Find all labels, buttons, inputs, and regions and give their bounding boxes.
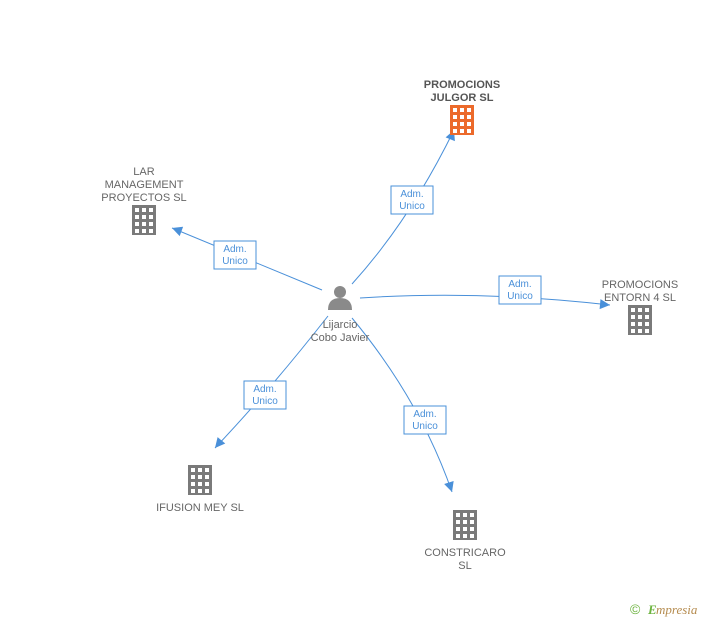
lar_management-label-line-2: PROYECTOS SL (101, 192, 186, 204)
promocions_julgor-icon (450, 105, 474, 135)
constricaro-icon (453, 510, 477, 540)
promocions_entorn-icon (628, 305, 652, 335)
watermark-copyright: © (630, 601, 641, 617)
ifusion_mey-icon (188, 465, 212, 495)
edge-label-text-lar_management-1: Unico (222, 256, 248, 267)
lar_management-label-line-0: LAR (133, 166, 154, 178)
watermark-text: mpresia (656, 602, 698, 617)
constricaro-label-line-1: SL (458, 560, 471, 572)
network-diagram: LijarcioCobo JavierPROMOCIONSJULGOR SLLA… (0, 0, 728, 630)
promocions_entorn-label-line-0: PROMOCIONS (602, 279, 678, 291)
edge-promocions_entorn (360, 295, 610, 305)
ifusion_mey-label-line-0: IFUSION MEY SL (156, 502, 244, 514)
watermark: ©Empresia (630, 601, 698, 617)
center-label-line-1: Cobo Javier (311, 332, 370, 344)
edge-label-text-ifusion_mey-1: Unico (252, 396, 278, 407)
edge-label-text-promocions_entorn-0: Adm. (508, 279, 531, 290)
lar_management-icon (132, 205, 156, 235)
edge-label-text-promocions_julgor-0: Adm. (400, 189, 423, 200)
promocions_julgor-label-line-1: JULGOR SL (431, 92, 494, 104)
lar_management-label-line-1: MANAGEMENT (105, 179, 184, 191)
promocions_entorn-label-line-1: ENTORN 4 SL (604, 292, 676, 304)
person-icon (328, 286, 352, 310)
edge-constricaro (352, 318, 452, 492)
edge-label-text-constricaro-1: Unico (412, 421, 438, 432)
promocions_julgor-label-line-0: PROMOCIONS (424, 79, 500, 91)
edge-label-text-ifusion_mey-0: Adm. (253, 384, 276, 395)
edge-label-text-lar_management-0: Adm. (223, 244, 246, 255)
edge-label-text-promocions_julgor-1: Unico (399, 201, 425, 212)
edge-label-text-promocions_entorn-1: Unico (507, 291, 533, 302)
center-label-line-0: Lijarcio (323, 319, 358, 331)
edge-label-text-constricaro-0: Adm. (413, 409, 436, 420)
constricaro-label-line-0: CONSTRICARO (424, 547, 506, 559)
